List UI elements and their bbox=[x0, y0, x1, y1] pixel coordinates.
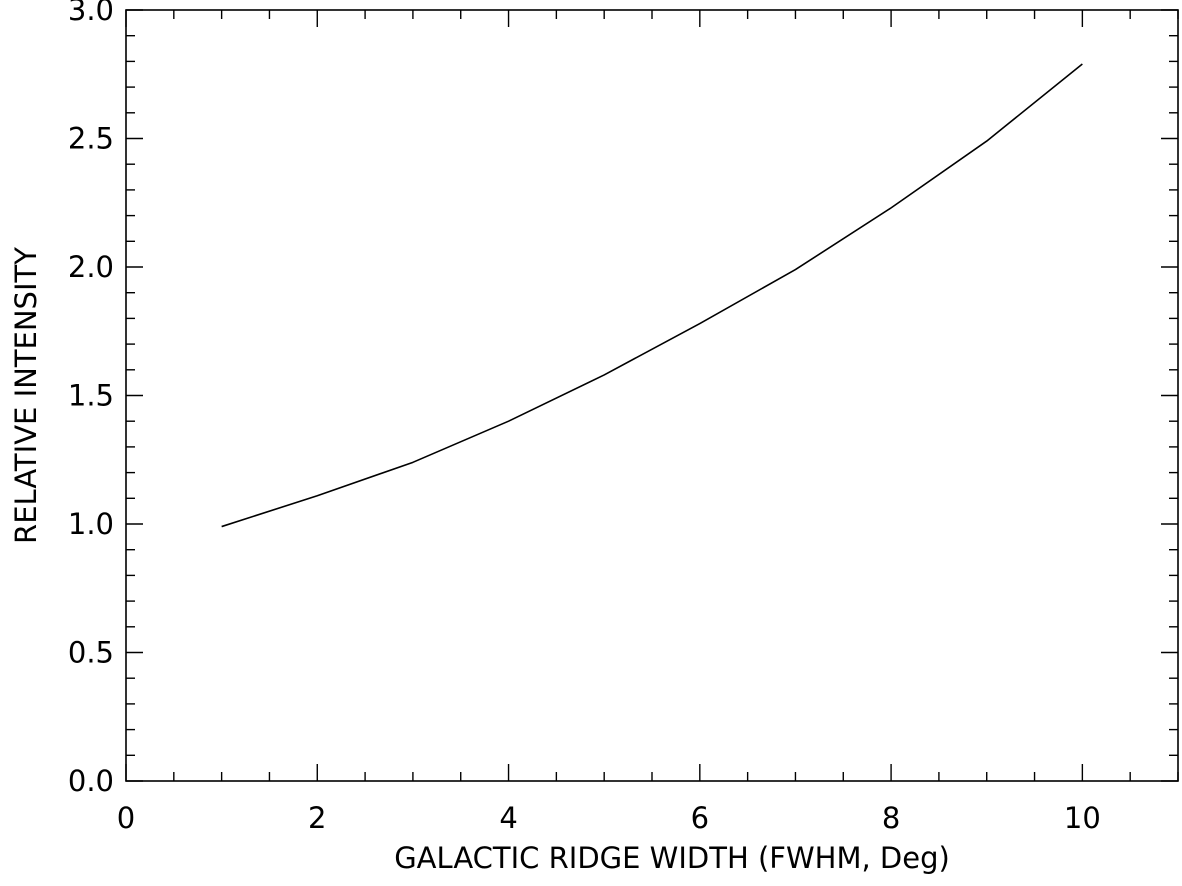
series-layer bbox=[221, 63, 1083, 528]
x-tick-label: 0 bbox=[117, 801, 135, 835]
y-tick-label: 0.0 bbox=[68, 764, 114, 798]
major-ticks bbox=[125, 9, 1178, 782]
y-tick-label: 2.5 bbox=[68, 122, 114, 156]
y-tick-label: 2.0 bbox=[68, 250, 114, 284]
x-axis-title: GALACTIC RIDGE WIDTH (FWHM, Deg) bbox=[394, 841, 950, 875]
y-tick-label: 1.0 bbox=[68, 507, 114, 541]
series-line bbox=[221, 63, 1083, 528]
y-tick-labels: 0.0 0.5 1.0 1.5 2.0 2.5 3.0 bbox=[68, 0, 114, 798]
y-tick-label: 3.0 bbox=[68, 0, 114, 27]
x-tick-labels: 0 2 4 6 8 10 bbox=[117, 801, 1101, 835]
minor-ticks bbox=[126, 10, 1179, 781]
x-tick-label: 8 bbox=[882, 801, 900, 835]
y-axis-title: RELATIVE INTENSITY bbox=[9, 247, 43, 544]
y-tick-label: 1.5 bbox=[68, 379, 114, 413]
x-tick-label: 2 bbox=[308, 801, 326, 835]
y-tick-label: 0.5 bbox=[68, 636, 114, 670]
plot-frame bbox=[125, 9, 1179, 782]
x-tick-label: 10 bbox=[1064, 801, 1101, 835]
x-tick-label: 4 bbox=[499, 801, 517, 835]
x-tick-label: 6 bbox=[691, 801, 709, 835]
